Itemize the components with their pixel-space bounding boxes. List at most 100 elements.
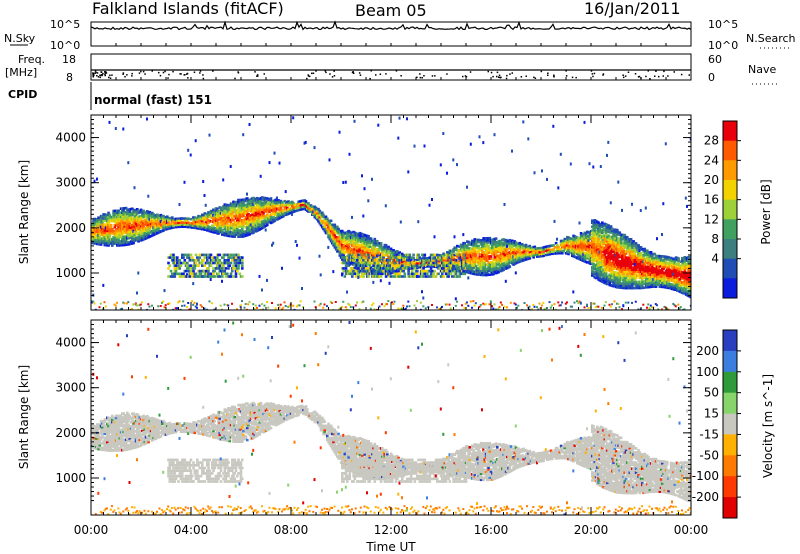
power-cell: [212, 272, 215, 276]
power-cell: [501, 246, 504, 250]
power-cell: [396, 259, 399, 262]
power-cell: [352, 245, 355, 248]
power-cell: [148, 210, 152, 214]
power-cell: [96, 222, 99, 225]
power-cell: [472, 264, 475, 267]
power-cell: [218, 218, 222, 221]
power-cell: [283, 301, 286, 304]
nave-dot: [329, 73, 331, 75]
power-cell: [254, 228, 258, 231]
power-cell: [98, 236, 102, 240]
power-cell: [147, 303, 150, 306]
power-cell: [189, 269, 193, 273]
power-cell: [394, 261, 398, 265]
power-cell: [277, 199, 280, 202]
power-cell: [297, 304, 300, 307]
power-cell: [422, 259, 425, 262]
power-cell: [353, 272, 357, 276]
power-cell: [226, 303, 228, 306]
power-cell: [138, 215, 142, 218]
power-cell: [169, 269, 173, 273]
power-cell: [436, 253, 439, 257]
power-cell: [128, 222, 132, 225]
nave-dot: [144, 73, 146, 75]
power-cell: [139, 208, 143, 212]
power-cell: [353, 241, 357, 245]
power-cell: [291, 204, 294, 208]
power-cell: [333, 233, 337, 237]
power-cell: [176, 272, 179, 276]
power-cell: [319, 223, 323, 227]
power-cell: [311, 205, 314, 208]
power-cell: [127, 216, 130, 220]
power-cell: [172, 253, 175, 257]
power-cell: [104, 226, 107, 230]
power-cell: [458, 275, 462, 278]
power-cell: [342, 300, 345, 303]
power-cell: [482, 302, 485, 305]
power-cell: [208, 256, 212, 259]
nave-dot: [237, 71, 239, 73]
power-cell: [129, 216, 133, 219]
power-cell: [542, 254, 545, 257]
power-cell: [324, 215, 328, 219]
power-cell: [167, 267, 170, 270]
power-cell: [122, 209, 125, 212]
power-cell: [416, 275, 418, 278]
power-cell: [471, 306, 473, 309]
power-cell: [478, 135, 481, 139]
power-cell: [489, 251, 493, 254]
power-cell: [109, 223, 113, 227]
power-cell: [499, 301, 502, 304]
power-cell: [424, 307, 427, 310]
power-cell: [444, 303, 447, 306]
power-cell: [338, 307, 341, 310]
power-cell: [499, 253, 503, 257]
power-cell: [262, 308, 265, 310]
power-cell: [487, 269, 490, 273]
power-cell: [493, 303, 496, 306]
power-cell: [237, 209, 240, 212]
power-cell: [93, 242, 97, 245]
power-cell: [178, 300, 181, 303]
power-cell: [194, 259, 198, 262]
power-cell: [538, 253, 542, 256]
power-cell: [488, 303, 491, 306]
power-cell: [93, 231, 97, 235]
power-cell: [329, 225, 333, 229]
power-cell: [492, 307, 495, 310]
power-cell: [248, 300, 251, 303]
nave-dot: [520, 76, 523, 78]
power-cell: [493, 133, 496, 137]
power-cell: [138, 304, 141, 307]
power-cell: [256, 196, 259, 200]
power-cell: [354, 269, 358, 273]
power-cell: [369, 307, 372, 310]
power-cell: [196, 302, 198, 306]
power-cell: [168, 256, 172, 259]
power-cell: [358, 256, 362, 259]
power-cell: [357, 276, 360, 279]
power-cell: [202, 224, 205, 227]
power-cell: [193, 267, 197, 270]
power-cell: [592, 271, 595, 274]
power-cell: [508, 265, 512, 268]
power-cell: [284, 205, 288, 208]
nave-dot: [634, 73, 637, 75]
power-cell: [243, 232, 247, 236]
power-cell: [564, 239, 568, 243]
power-cell: [496, 242, 499, 246]
power-cell: [214, 209, 218, 212]
power-cell: [221, 221, 224, 224]
nave-dot: [331, 76, 334, 78]
nave-dot: [333, 75, 336, 77]
power-cell: [577, 302, 580, 304]
power-cell: [181, 304, 183, 307]
power-cell: [429, 275, 433, 278]
power-cell: [256, 306, 258, 309]
power-cell: [133, 235, 137, 238]
power-cell: [318, 217, 322, 221]
power-cell: [116, 221, 119, 225]
power-cell: [108, 213, 112, 217]
nsearch-tick-high: 10^5: [708, 18, 738, 31]
